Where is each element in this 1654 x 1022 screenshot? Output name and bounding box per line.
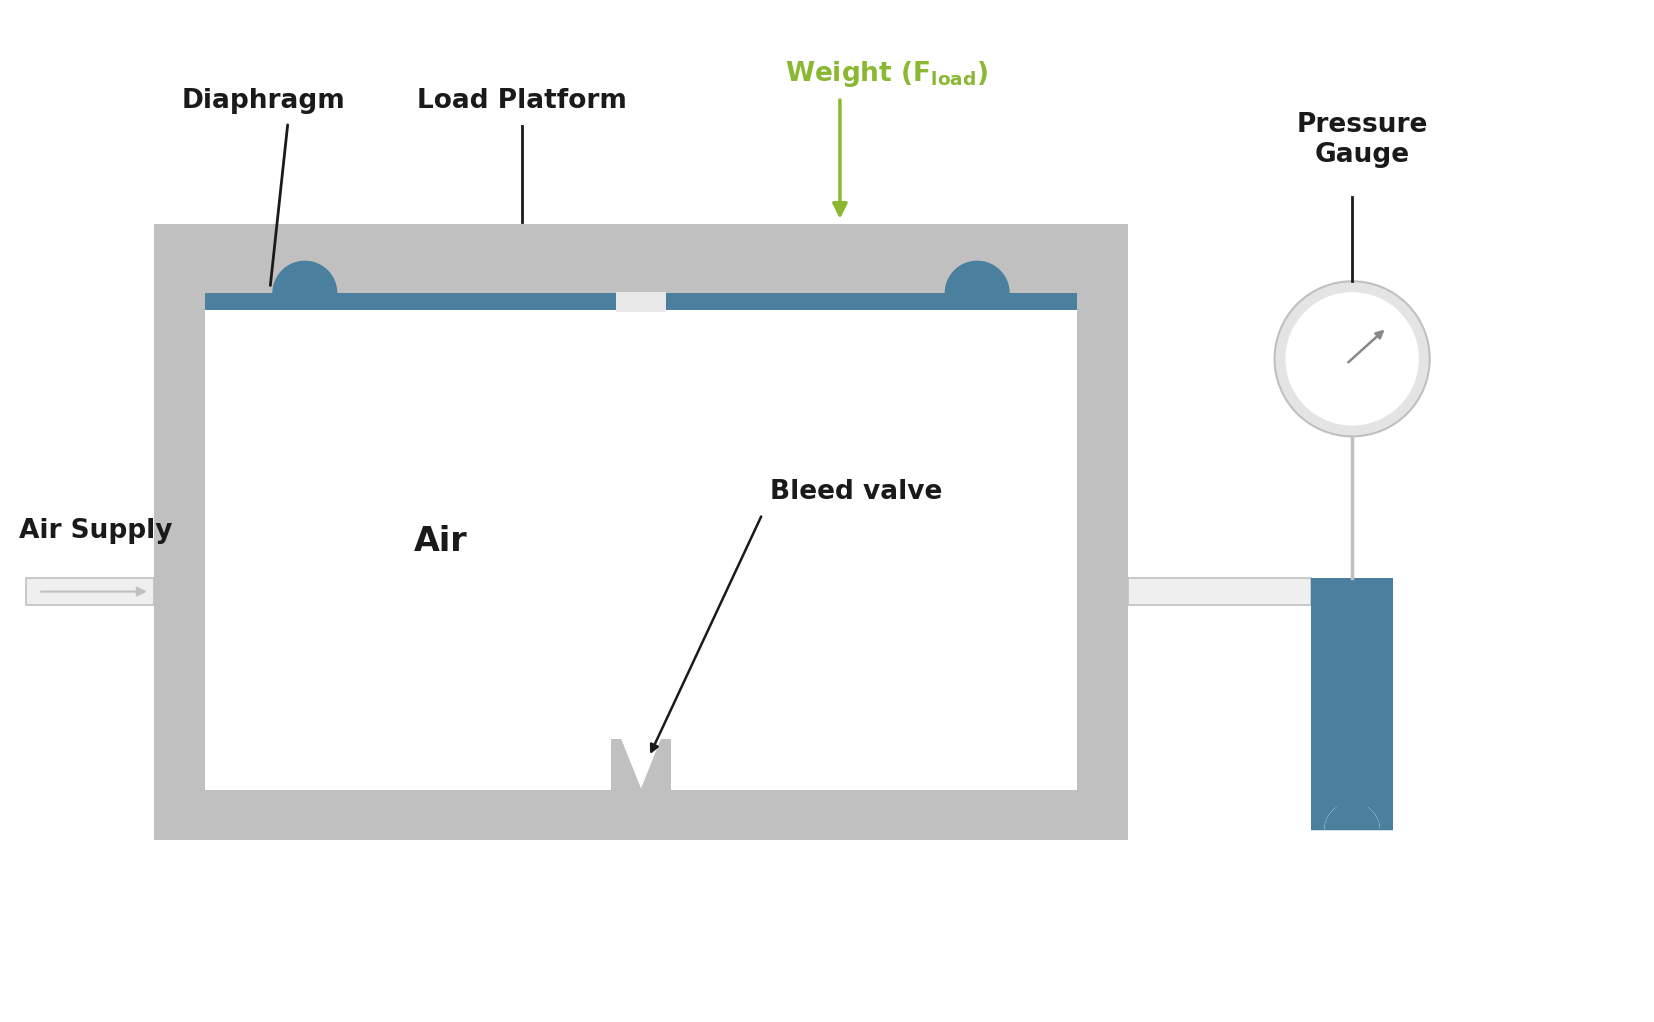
Bar — [154, 224, 1128, 293]
Circle shape — [1285, 292, 1419, 425]
Bar — [1325, 542, 1351, 577]
Bar — [612, 739, 672, 790]
Bar — [1325, 577, 1379, 802]
Bar — [1351, 373, 1379, 802]
Text: Air Supply: Air Supply — [20, 518, 174, 544]
Circle shape — [1275, 281, 1429, 436]
Polygon shape — [622, 739, 662, 789]
Bar — [617, 292, 667, 312]
Bar — [154, 224, 205, 840]
Bar — [1312, 577, 1325, 830]
Polygon shape — [1312, 789, 1393, 830]
Bar — [26, 577, 154, 605]
Bar — [1351, 373, 1379, 577]
Text: Load Platform: Load Platform — [417, 88, 627, 114]
Bar — [1077, 224, 1128, 840]
Bar — [205, 293, 1077, 310]
Text: Weight ($\mathregular{F_{load}}$): Weight ($\mathregular{F_{load}}$) — [786, 59, 987, 89]
Text: Bleed valve: Bleed valve — [771, 479, 943, 505]
Bar — [1379, 577, 1393, 830]
Bar — [633, 310, 648, 739]
Polygon shape — [273, 262, 337, 293]
Polygon shape — [1325, 802, 1379, 830]
Text: Diaphragm: Diaphragm — [182, 88, 346, 114]
Text: Pressure
Gauge: Pressure Gauge — [1297, 112, 1427, 169]
Polygon shape — [1325, 802, 1379, 830]
Bar — [205, 293, 1077, 790]
Bar — [1325, 542, 1351, 802]
Polygon shape — [946, 262, 1009, 293]
Text: Air: Air — [414, 525, 468, 558]
Bar — [1325, 797, 1379, 807]
Bar — [1128, 577, 1312, 605]
Bar — [154, 790, 1128, 840]
